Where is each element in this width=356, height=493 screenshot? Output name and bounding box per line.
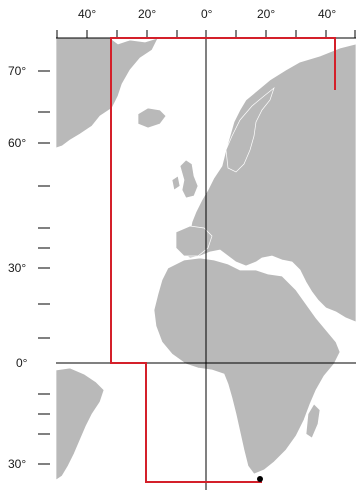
africa (153, 257, 341, 475)
madagascar (305, 403, 321, 439)
top-label-20w: 20° (138, 7, 156, 21)
landmasses (55, 37, 356, 481)
scandinavia (225, 86, 275, 173)
top-label-0: 0° (201, 7, 213, 21)
iberia (175, 225, 213, 257)
south-america (55, 367, 105, 481)
top-label-20e: 20° (257, 7, 275, 21)
top-label-40w: 40° (78, 7, 96, 21)
left-label-60n: 60° (8, 136, 26, 150)
iceland (137, 107, 167, 129)
top-label-40e: 40° (318, 7, 336, 21)
left-label-0: 0° (16, 356, 28, 370)
top-axis-labels: 40° 20° 0° 20° 40° (78, 7, 336, 21)
left-ticks (38, 70, 50, 465)
left-label-30s: 30° (8, 457, 26, 471)
left-label-70n: 70° (8, 64, 26, 78)
greenland (55, 37, 159, 149)
route-line (110, 37, 336, 483)
british-isles (171, 159, 199, 199)
dot-icon (257, 476, 263, 482)
top-ticks (56, 30, 356, 38)
left-axis-labels: 70° 60° 30° 0° 30° (8, 64, 28, 471)
left-label-30n: 30° (8, 261, 26, 275)
